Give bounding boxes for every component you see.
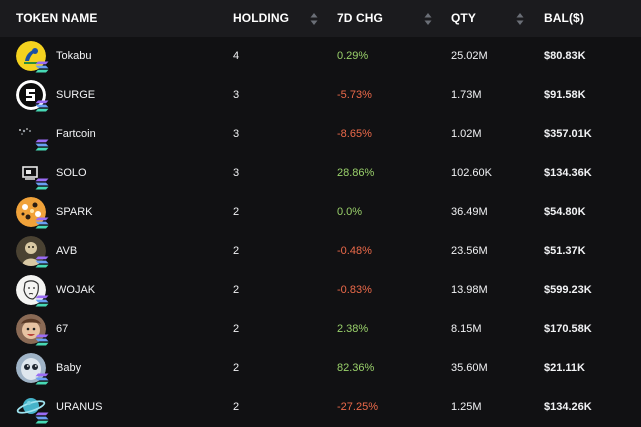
- qty-value: 8.15M: [451, 323, 482, 335]
- token-name: SPARK: [56, 206, 93, 218]
- token-name: WOJAK: [56, 284, 96, 296]
- token-avatar: [16, 197, 49, 229]
- table-header: TOKEN NAME HOLDING 7D CHG QTY BAL($): [0, 0, 641, 37]
- column-header-token-name: TOKEN NAME: [16, 11, 98, 25]
- token-avatar: [16, 80, 49, 112]
- token-name: URANUS: [56, 401, 103, 413]
- token-avatar: [16, 314, 49, 346]
- column-header-qty[interactable]: QTY: [451, 11, 476, 25]
- balance-value: $80.83K: [544, 50, 586, 62]
- token-name: Baby: [56, 362, 82, 374]
- token-name: Tokabu: [56, 50, 92, 62]
- table-row[interactable]: URANUS 2 -27.25% 1.25M $134.26K: [0, 388, 641, 427]
- solana-chain-icon: [35, 177, 49, 190]
- holding-value: 2: [233, 206, 240, 218]
- token-name: SURGE: [56, 89, 96, 101]
- token-avatar: [16, 41, 49, 73]
- qty-value: 25.02M: [451, 50, 488, 62]
- change-value: 28.86%: [337, 167, 375, 179]
- token-avatar: [16, 353, 49, 385]
- token-avatar: [16, 119, 49, 151]
- sort-qty-icon[interactable]: [516, 12, 524, 26]
- change-value: 0.0%: [337, 206, 363, 218]
- table-row[interactable]: Tokabu 4 0.29% 25.02M $80.83K: [0, 37, 641, 76]
- solana-chain-icon: [35, 99, 49, 112]
- qty-value: 23.56M: [451, 245, 488, 257]
- balance-value: $54.80K: [544, 206, 586, 218]
- solana-chain-icon: [35, 294, 49, 307]
- table-row[interactable]: Fartcoin 3 -8.65% 1.02M $357.01K: [0, 115, 641, 154]
- holding-value: 3: [233, 89, 240, 101]
- sort-holding-icon[interactable]: [310, 12, 318, 26]
- holding-value: 3: [233, 128, 240, 140]
- holding-value: 3: [233, 167, 240, 179]
- solana-chain-icon: [35, 411, 49, 424]
- table-row[interactable]: Baby 2 82.36% 35.60M $21.11K: [0, 349, 641, 388]
- change-value: -5.73%: [337, 89, 372, 101]
- qty-value: 1.02M: [451, 128, 482, 140]
- solana-chain-icon: [35, 60, 49, 73]
- token-name: AVB: [56, 245, 78, 257]
- balance-value: $134.26K: [544, 401, 592, 413]
- holding-value: 2: [233, 284, 240, 296]
- holding-value: 2: [233, 362, 240, 374]
- table-row[interactable]: 67 2 2.38% 8.15M $170.58K: [0, 310, 641, 349]
- holding-value: 2: [233, 245, 240, 257]
- change-value: 0.29%: [337, 50, 369, 62]
- change-value: -0.83%: [337, 284, 372, 296]
- qty-value: 1.25M: [451, 401, 482, 413]
- solana-chain-icon: [35, 333, 49, 346]
- qty-value: 102.60K: [451, 167, 492, 179]
- qty-value: 36.49M: [451, 206, 488, 218]
- token-name: 67: [56, 323, 69, 335]
- token-avatar: [16, 236, 49, 268]
- change-value: 2.38%: [337, 323, 369, 335]
- qty-value: 1.73M: [451, 89, 482, 101]
- fartcoin-icon: [16, 119, 46, 149]
- solana-chain-icon: [35, 138, 49, 151]
- balance-value: $357.01K: [544, 128, 592, 140]
- column-header-holding[interactable]: HOLDING: [233, 11, 290, 25]
- table-row[interactable]: WOJAK 2 -0.83% 13.98M $599.23K: [0, 271, 641, 310]
- column-header-7d-chg[interactable]: 7D CHG: [337, 11, 383, 25]
- uranus-icon: [16, 392, 46, 422]
- table-row[interactable]: AVB 2 -0.48% 23.56M $51.37K: [0, 232, 641, 271]
- solana-chain-icon: [35, 216, 49, 229]
- holding-value: 4: [233, 50, 240, 62]
- table-row[interactable]: SPARK 2 0.0% 36.49M $54.80K: [0, 193, 641, 232]
- token-avatar: [16, 392, 49, 424]
- balance-value: $134.36K: [544, 167, 592, 179]
- solo-icon: [16, 158, 46, 188]
- change-value: -8.65%: [337, 128, 372, 140]
- qty-value: 35.60M: [451, 362, 488, 374]
- table-row[interactable]: SOLO 3 28.86% 102.60K $134.36K: [0, 154, 641, 193]
- balance-value: $170.58K: [544, 323, 592, 335]
- table-row[interactable]: SURGE 3 -5.73% 1.73M $91.58K: [0, 76, 641, 115]
- solana-chain-icon: [35, 372, 49, 385]
- sort-7d-chg-icon[interactable]: [424, 12, 432, 26]
- qty-value: 13.98M: [451, 284, 488, 296]
- change-value: -0.48%: [337, 245, 372, 257]
- balance-value: $599.23K: [544, 284, 592, 296]
- token-name: SOLO: [56, 167, 87, 179]
- holding-value: 2: [233, 323, 240, 335]
- token-avatar: [16, 275, 49, 307]
- solana-chain-icon: [35, 255, 49, 268]
- balance-value: $91.58K: [544, 89, 586, 101]
- balance-value: $21.11K: [544, 362, 585, 374]
- change-value: 82.36%: [337, 362, 375, 374]
- holding-value: 2: [233, 401, 240, 413]
- change-value: -27.25%: [337, 401, 378, 413]
- column-header-bal[interactable]: BAL($): [544, 11, 584, 25]
- token-avatar: [16, 158, 49, 190]
- token-name: Fartcoin: [56, 128, 96, 140]
- balance-value: $51.37K: [544, 245, 586, 257]
